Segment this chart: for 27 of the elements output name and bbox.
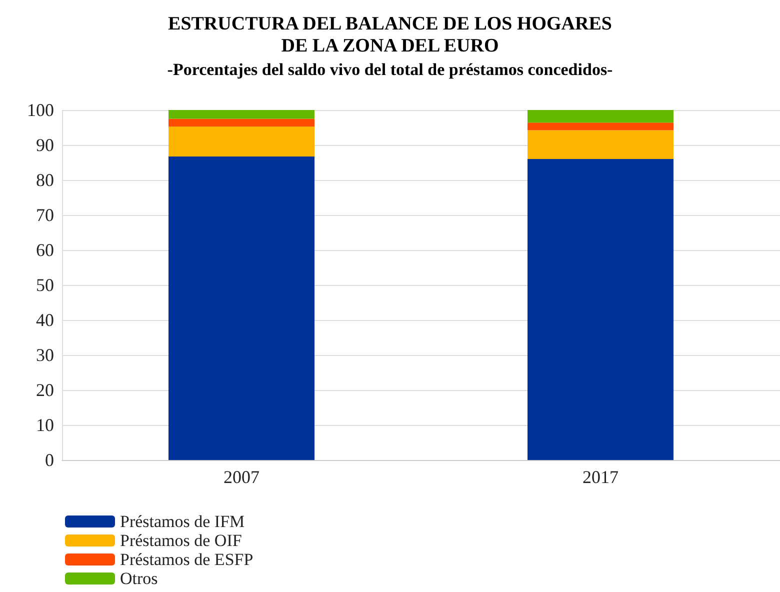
- chart-subtitle: -Porcentajes del saldo vivo del total de préstamos concedidos-: [167, 60, 614, 79]
- bar: [168, 156, 314, 460]
- y-tick-label: 60: [36, 240, 54, 260]
- bar: [528, 159, 674, 460]
- y-tick-label: 40: [36, 310, 54, 330]
- bar: [528, 122, 674, 130]
- y-tick-label: 50: [36, 275, 54, 295]
- y-tick-label: 20: [36, 380, 54, 400]
- bar: [168, 126, 314, 157]
- bar: [528, 130, 674, 159]
- y-tick-label: 80: [36, 170, 54, 190]
- legend-label: Préstamos de IFM: [120, 512, 245, 531]
- y-tick-label: 10: [36, 415, 54, 435]
- legend-label: Préstamos de OIF: [120, 531, 242, 550]
- y-tick-label: 70: [36, 205, 54, 225]
- y-tick-label: 90: [36, 135, 54, 155]
- x-tick-label: 2007: [224, 467, 260, 487]
- bar: [168, 110, 314, 119]
- x-tick-label: 2017: [582, 467, 618, 487]
- chart-title: ESTRUCTURA DEL BALANCE DE LOS HOGARES DE LA ZONA DEL EURO: [168, 14, 612, 56]
- y-tick-label: 30: [36, 345, 54, 365]
- legend-label: Otros: [120, 569, 158, 588]
- y-tick-label: 0: [45, 450, 54, 470]
- bar: [528, 110, 674, 123]
- y-tick-label: 100: [27, 100, 54, 120]
- bar: [168, 118, 314, 126]
- legend-label: Préstamos de ESFP: [120, 550, 254, 569]
